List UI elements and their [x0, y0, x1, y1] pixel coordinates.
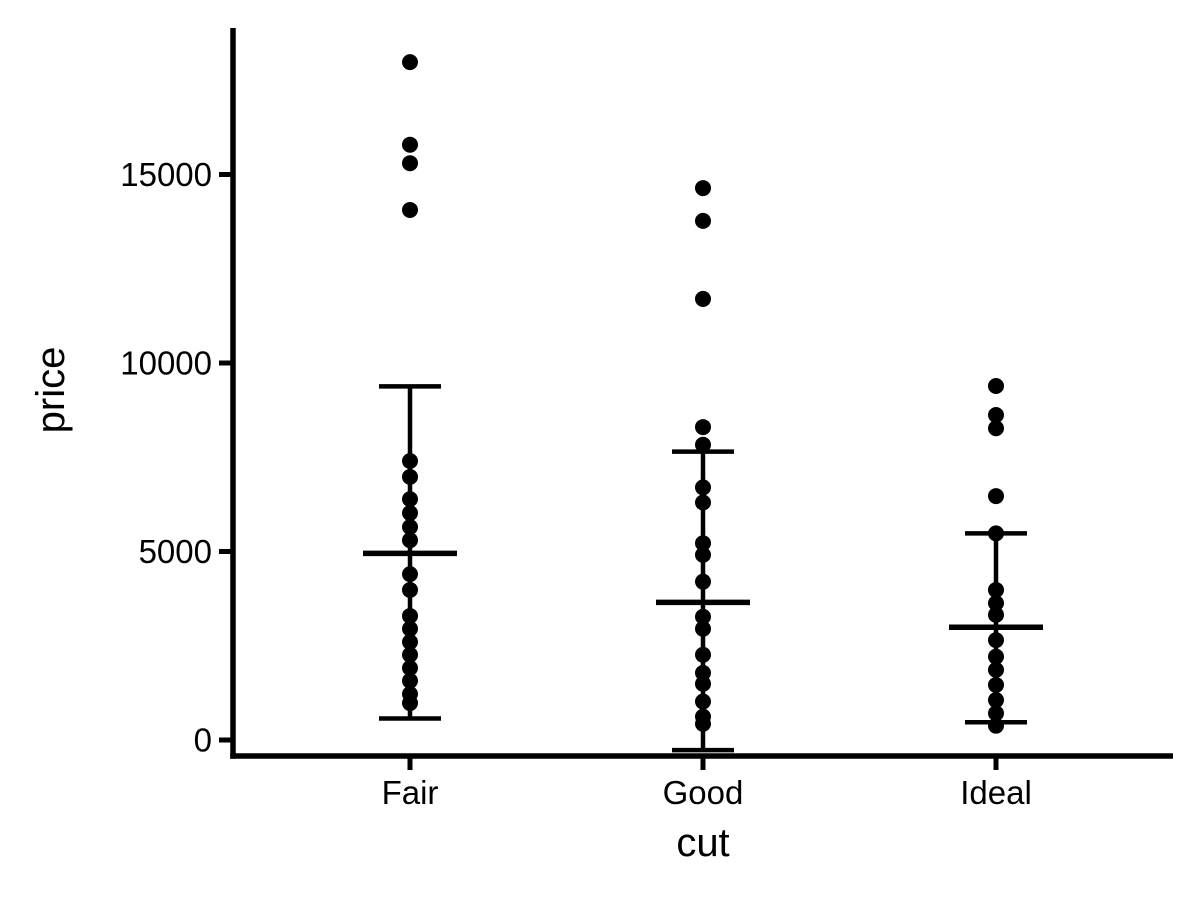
y-tick-label: 0	[194, 722, 212, 759]
data-point	[402, 532, 418, 549]
data-point	[988, 581, 1004, 598]
data-point	[988, 525, 1004, 542]
x-tick-label: Ideal	[960, 774, 1032, 811]
data-point	[988, 705, 1004, 722]
data-point	[402, 620, 418, 637]
data-point	[402, 581, 418, 598]
data-point	[695, 693, 711, 710]
x-axis-title: cut	[676, 821, 729, 865]
data-point	[402, 566, 418, 583]
data-point	[988, 488, 1004, 505]
series-ideal	[949, 377, 1043, 734]
data-point	[695, 494, 711, 511]
data-point	[988, 595, 1004, 612]
data-point	[988, 632, 1004, 649]
data-point	[695, 664, 711, 681]
data-point	[402, 518, 418, 535]
series-good	[656, 180, 750, 753]
x-tick-label: Fair	[382, 774, 439, 811]
x-tick-label: Good	[663, 774, 744, 811]
data-point	[695, 212, 711, 229]
data-point	[988, 676, 1004, 693]
data-point	[402, 695, 418, 712]
data-point	[695, 180, 711, 197]
data-point	[402, 659, 418, 676]
data-point	[695, 535, 711, 552]
data-point	[988, 606, 1004, 623]
data-point	[695, 479, 711, 496]
data-point	[695, 419, 711, 436]
series-fair	[363, 54, 457, 721]
data-point	[695, 646, 711, 663]
data-point	[695, 436, 711, 453]
data-point	[988, 377, 1004, 394]
data-point	[402, 54, 418, 71]
data-point	[402, 646, 418, 663]
data-layer	[363, 54, 1043, 753]
data-point	[402, 505, 418, 522]
data-point	[695, 546, 711, 563]
data-point	[402, 491, 418, 508]
data-point	[695, 290, 711, 307]
data-point	[988, 407, 1004, 424]
data-point	[402, 201, 418, 218]
data-point	[402, 607, 418, 624]
data-point	[988, 661, 1004, 678]
axes-layer: 0 5000 10000 15000 Fair Good Ideal	[120, 28, 1173, 811]
data-point	[402, 453, 418, 470]
data-point	[988, 420, 1004, 437]
data-point	[402, 672, 418, 689]
y-tick-label: 10000	[120, 345, 212, 382]
data-point	[988, 717, 1004, 734]
y-axis-title: price	[29, 347, 73, 434]
data-point	[988, 692, 1004, 709]
data-point	[695, 608, 711, 625]
y-tick-label: 15000	[120, 156, 212, 193]
data-point	[695, 715, 711, 732]
data-point	[402, 136, 418, 153]
data-point	[695, 675, 711, 692]
data-point	[695, 620, 711, 637]
data-point	[988, 648, 1004, 665]
data-point	[402, 468, 418, 485]
data-point	[402, 155, 418, 172]
data-point	[402, 633, 418, 650]
y-tick-label: 5000	[139, 533, 212, 570]
data-point	[695, 573, 711, 590]
